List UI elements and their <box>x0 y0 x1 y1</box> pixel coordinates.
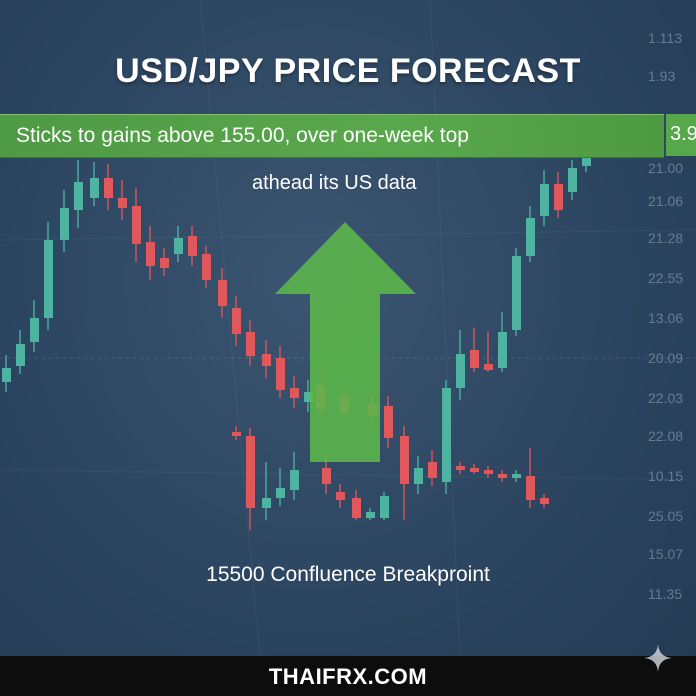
bullish-candle <box>526 206 535 262</box>
headline-tail-text: 3.9 <box>670 123 696 145</box>
axis-label: 10.15 <box>648 468 684 484</box>
axis-label: 1.93 <box>648 68 676 84</box>
site-name: THAIFRX.COM <box>268 664 428 689</box>
bearish-candle <box>146 226 155 280</box>
bullish-candle <box>540 170 549 226</box>
bullish-candle <box>16 330 25 374</box>
axis-label: 21.28 <box>648 230 684 246</box>
axis-label: 13.06 <box>648 310 684 326</box>
bullish-candle <box>512 248 521 336</box>
bearish-candle <box>104 164 113 210</box>
bearish-candle <box>276 346 285 398</box>
bearish-candle <box>352 490 361 520</box>
bullish-candle <box>414 456 423 494</box>
bearish-candle <box>470 464 479 474</box>
bearish-candle <box>202 246 211 288</box>
bullish-candle <box>44 222 53 330</box>
bearish-candle <box>498 470 507 482</box>
up-arrow-icon <box>275 222 416 462</box>
axis-label: 21.06 <box>648 193 684 209</box>
caption: 15500 Confluence Breakproint <box>206 563 490 586</box>
axis-label: 1.113 <box>648 30 682 46</box>
bullish-candle <box>456 330 465 400</box>
bullish-candle <box>498 312 507 372</box>
bearish-candle <box>246 428 255 530</box>
bearish-candle <box>118 180 127 220</box>
bearish-candle <box>554 172 563 218</box>
bearish-candle <box>540 494 549 508</box>
bearish-candle <box>132 188 141 262</box>
subtitle: athead its US data <box>252 172 417 194</box>
bearish-candle <box>336 484 345 508</box>
bullish-candle <box>30 300 39 352</box>
axis-label: 22.03 <box>648 390 684 406</box>
bullish-candle <box>276 468 285 506</box>
bearish-candle <box>290 376 299 408</box>
bullish-candle <box>568 160 577 200</box>
bullish-candle <box>262 462 271 520</box>
headline-banner-tail: 3.9 <box>664 114 696 156</box>
bullish-candle <box>74 160 83 228</box>
bullish-candle <box>304 380 313 412</box>
bearish-candle <box>526 448 535 508</box>
bullish-candle <box>290 452 299 500</box>
bearish-candle <box>232 296 241 346</box>
bullish-candle <box>2 355 11 392</box>
bearish-candle <box>232 426 241 440</box>
headline-banner: Sticks to gains above 155.00, over one-w… <box>0 114 664 158</box>
bearish-candle <box>484 466 493 478</box>
bullish-candle <box>380 492 389 520</box>
bearish-candle <box>400 426 409 520</box>
axis-label: 11.35 <box>648 586 682 602</box>
bearish-candle <box>384 396 393 448</box>
axis-label: 25.05 <box>648 508 684 524</box>
bearish-candle <box>218 268 227 318</box>
bullish-candle <box>60 190 69 252</box>
bearish-candle <box>456 462 465 474</box>
sparkle-icon <box>644 644 672 672</box>
bullish-candle <box>512 470 521 482</box>
bearish-candle <box>484 332 493 372</box>
headline-text: Sticks to gains above 155.00, over one-w… <box>16 124 469 147</box>
axis-label: 20.09 <box>648 350 684 366</box>
page-title: USD/JPY PRICE FORECAST <box>115 52 581 90</box>
bullish-candle <box>366 508 375 520</box>
bearish-candle <box>246 320 255 366</box>
bullish-candle <box>442 380 451 494</box>
axis-label: 21.00 <box>648 160 684 176</box>
bullish-candle <box>174 226 183 262</box>
axis-label: 22.08 <box>648 428 684 444</box>
bearish-candle <box>262 340 271 378</box>
bearish-candle <box>160 248 169 276</box>
footer-bar: THAIFRX.COM <box>0 656 696 696</box>
axis-label: 15.07 <box>648 546 684 562</box>
bearish-candle <box>188 226 197 266</box>
bearish-candle <box>470 328 479 372</box>
candles-group <box>2 150 591 530</box>
bullish-candle <box>90 162 99 206</box>
bearish-candle <box>428 450 437 486</box>
axis-label: 22.55 <box>648 270 684 286</box>
